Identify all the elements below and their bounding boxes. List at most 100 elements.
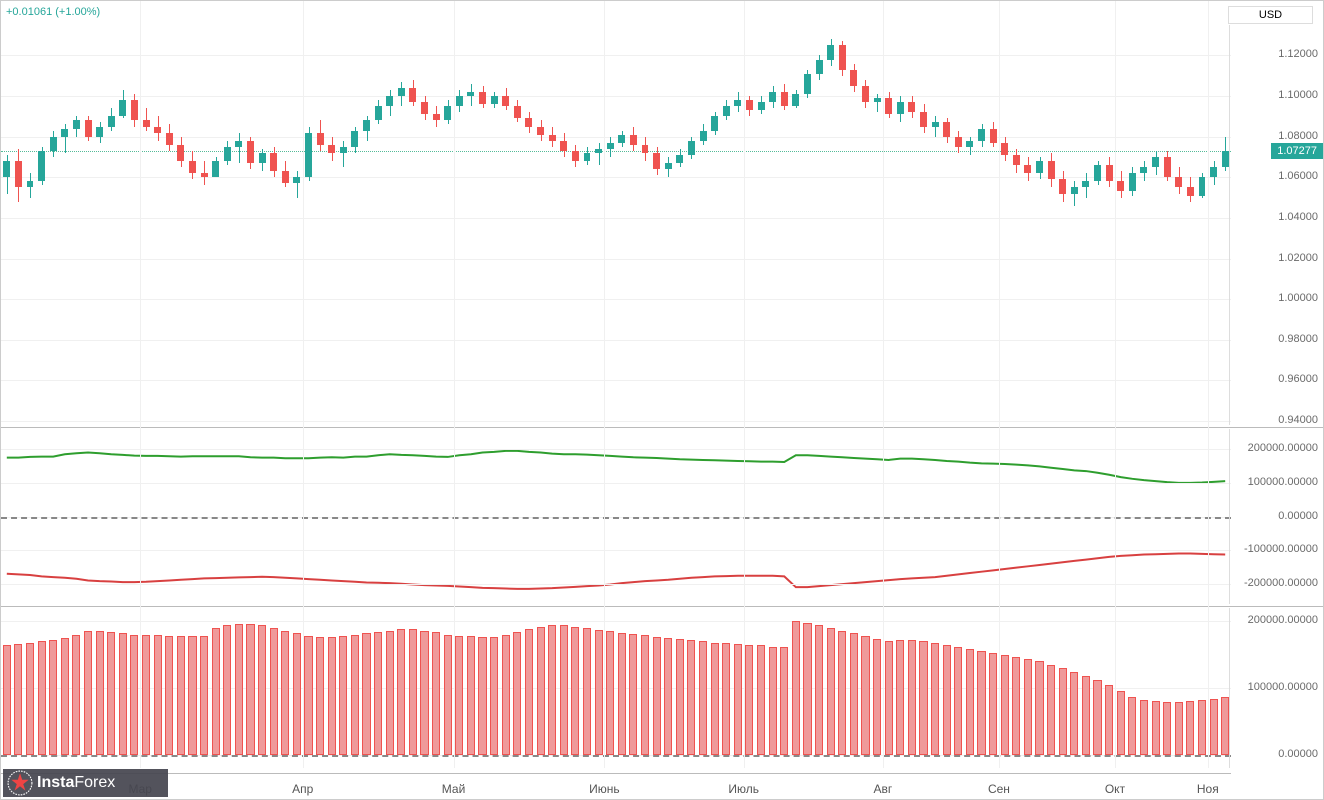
pane-divider[interactable] (1, 606, 1323, 607)
histogram-bar (212, 628, 220, 755)
histogram-bar (107, 632, 115, 755)
candle-body (433, 114, 440, 120)
candle-body (282, 171, 289, 183)
currency-label: USD (1228, 6, 1313, 24)
y-tick-label: 0.96000 (1278, 373, 1318, 385)
candlestick-pane[interactable] (1, 25, 1231, 425)
candle-body (955, 137, 962, 147)
candle-body (700, 131, 707, 141)
histogram-bar (908, 640, 916, 755)
candle-body (1117, 181, 1124, 191)
candle-body (1106, 165, 1113, 181)
histogram-pane[interactable] (1, 608, 1231, 768)
histogram-bar (316, 637, 324, 754)
candle-body (1013, 155, 1020, 165)
histogram-bar (270, 628, 278, 755)
price-axis: 0.940000.960000.980001.000001.020001.040… (1229, 25, 1323, 425)
candle-body (189, 161, 196, 173)
candle-body (15, 161, 22, 187)
candle-body (827, 45, 834, 59)
histogram-bar (722, 643, 730, 754)
grid-line (604, 1, 605, 768)
histogram-bar (664, 638, 672, 755)
y-tick-label: 1.00000 (1278, 292, 1318, 304)
month-label: Май (442, 782, 466, 796)
histogram-bar (351, 635, 359, 755)
histogram-bar (1082, 676, 1090, 755)
current-price-line (1, 151, 1231, 152)
histogram-bar (943, 645, 951, 755)
histogram-bar (560, 625, 568, 755)
histogram-bar (188, 636, 196, 755)
histogram-bar (954, 647, 962, 755)
candle-body (932, 122, 939, 126)
candle-body (897, 102, 904, 114)
pane-divider[interactable] (1, 427, 1323, 428)
price-change: +0.01061 (+1.00%) (6, 6, 100, 18)
candle-body (584, 153, 591, 161)
histogram-bar (490, 637, 498, 754)
grid-line (1, 621, 1231, 622)
candle-body (3, 161, 10, 177)
histogram-bar (444, 635, 452, 755)
grid-line (1, 483, 1231, 484)
candle-body (1036, 161, 1043, 173)
histogram-bar (49, 640, 57, 755)
y-tick-label: 0.98000 (1278, 333, 1318, 345)
candle-body (386, 96, 393, 106)
histogram-bar (1070, 672, 1078, 755)
histogram-bar (1024, 659, 1032, 755)
grid-line (1, 259, 1231, 260)
grid-line (1, 299, 1231, 300)
candle-body (711, 116, 718, 130)
histogram-bar (72, 635, 80, 755)
histogram-bar (618, 633, 626, 755)
candle-body (456, 96, 463, 106)
histogram-bar (246, 624, 254, 755)
candle-body (758, 102, 765, 110)
candle-body (850, 70, 857, 86)
zero-line (1, 755, 1231, 757)
grid-line (1, 380, 1231, 381)
candle-body (746, 100, 753, 110)
candle-body (1140, 167, 1147, 173)
histogram-bar (339, 636, 347, 755)
candle-wick (146, 108, 147, 130)
histogram-axis: 0.00000100000.00000200000.00000 (1229, 608, 1323, 768)
histogram-bar (304, 636, 312, 755)
histogram-bar (200, 636, 208, 755)
histogram-bar (26, 643, 34, 755)
histogram-bar (1140, 700, 1148, 755)
candle-body (317, 133, 324, 145)
histogram-bar (629, 634, 637, 755)
histogram-bar (1035, 661, 1043, 754)
month-label: Окт (1105, 782, 1125, 796)
grid-line (1115, 1, 1116, 768)
candle-body (340, 147, 347, 153)
candle-body (363, 120, 370, 130)
candle-body (166, 133, 173, 145)
candle-body (1048, 161, 1055, 179)
histogram-bar (1093, 680, 1101, 755)
candle-body (630, 135, 637, 145)
candle-body (572, 151, 579, 161)
histogram-bar (989, 653, 997, 755)
candle-body (1175, 177, 1182, 187)
candle-wick (239, 133, 240, 163)
chart-container: +0.01061 (+1.00%) USD 0.940000.960000.98… (0, 0, 1324, 800)
histogram-bar (653, 637, 661, 755)
candle-body (108, 116, 115, 126)
candle-wick (343, 141, 344, 167)
histogram-bar (595, 630, 603, 755)
candle-body (525, 118, 532, 126)
histogram-bar (38, 641, 46, 754)
y-tick-label: 100000.00000 (1248, 476, 1318, 488)
green-line (7, 451, 1225, 483)
candle-body (781, 92, 788, 106)
change-pct: (+1.00%) (55, 6, 100, 18)
histogram-bar (850, 633, 858, 754)
grid-line (744, 1, 745, 768)
histogram-bar (792, 621, 800, 754)
indicator-lines-pane[interactable] (1, 429, 1231, 604)
candle-body (943, 122, 950, 136)
